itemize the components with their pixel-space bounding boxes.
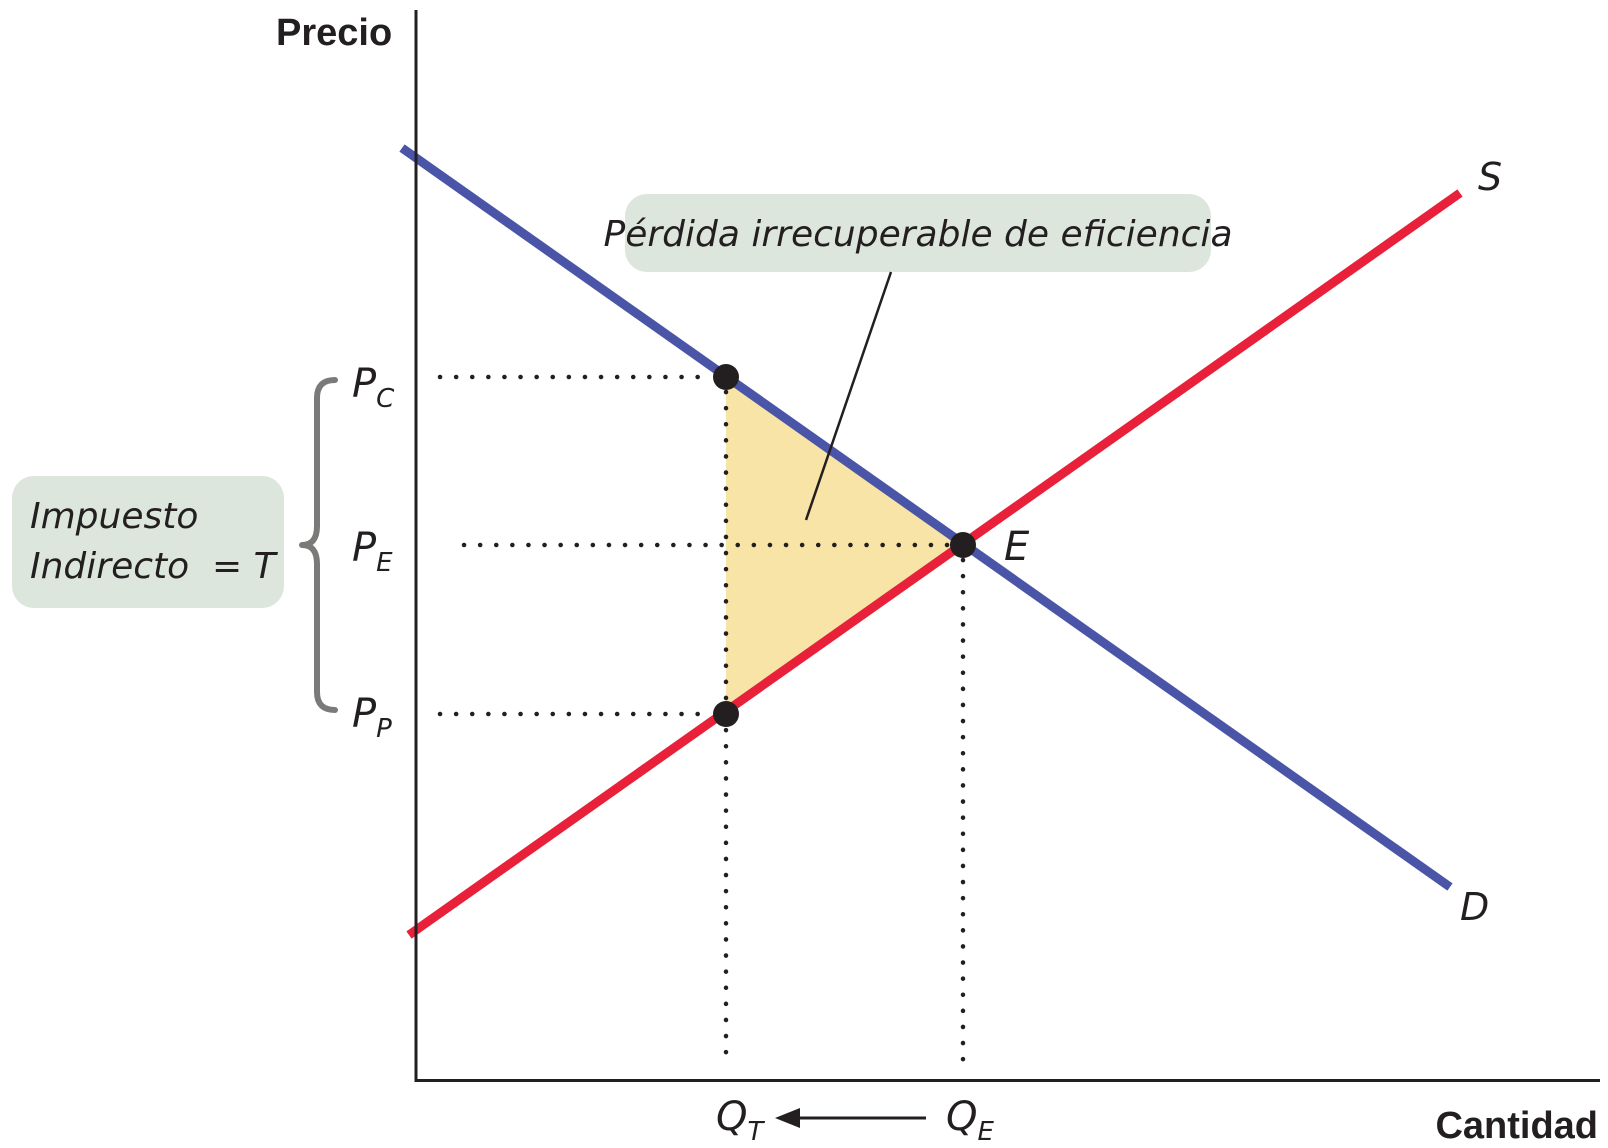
y-axis-title: Precio: [276, 12, 392, 54]
tax-callout-line1: Impuesto: [30, 496, 198, 537]
tax-callout-line2: Indirecto: [30, 546, 189, 587]
demand-label: D: [1460, 885, 1489, 929]
equilibrium-quantity-label: QE: [946, 1094, 994, 1147]
deadweight-loss-callout-text: Pérdida irrecuperable de eficiencia: [604, 214, 1233, 255]
consumer-price-point: [713, 364, 739, 390]
producer-price-point: [713, 701, 739, 727]
deadweight-loss-area: [726, 378, 963, 714]
tax-brace-icon: [299, 377, 338, 713]
equilibrium-point: [950, 532, 976, 558]
deadweight-loss-pointer: [804, 271, 893, 521]
tax-callout-box: [12, 476, 284, 608]
tax-quantity-label: QT: [716, 1094, 765, 1147]
supply-label: S: [1478, 155, 1502, 199]
equilibrium-price-label: PE: [352, 525, 393, 578]
consumer-price-label: PC: [352, 361, 395, 414]
equilibrium-label: E: [1004, 524, 1030, 570]
demand-curve: [399, 144, 1453, 891]
tax-callout-eq: = T: [212, 546, 279, 587]
x-axis-title: Cantidad: [1435, 1105, 1598, 1147]
producer-price-label: PP: [352, 691, 392, 744]
deadweight-loss-callout-box: [625, 194, 1211, 272]
quantity-decrease-arrow-icon: [775, 1108, 926, 1128]
supply-curve: [406, 189, 1463, 939]
